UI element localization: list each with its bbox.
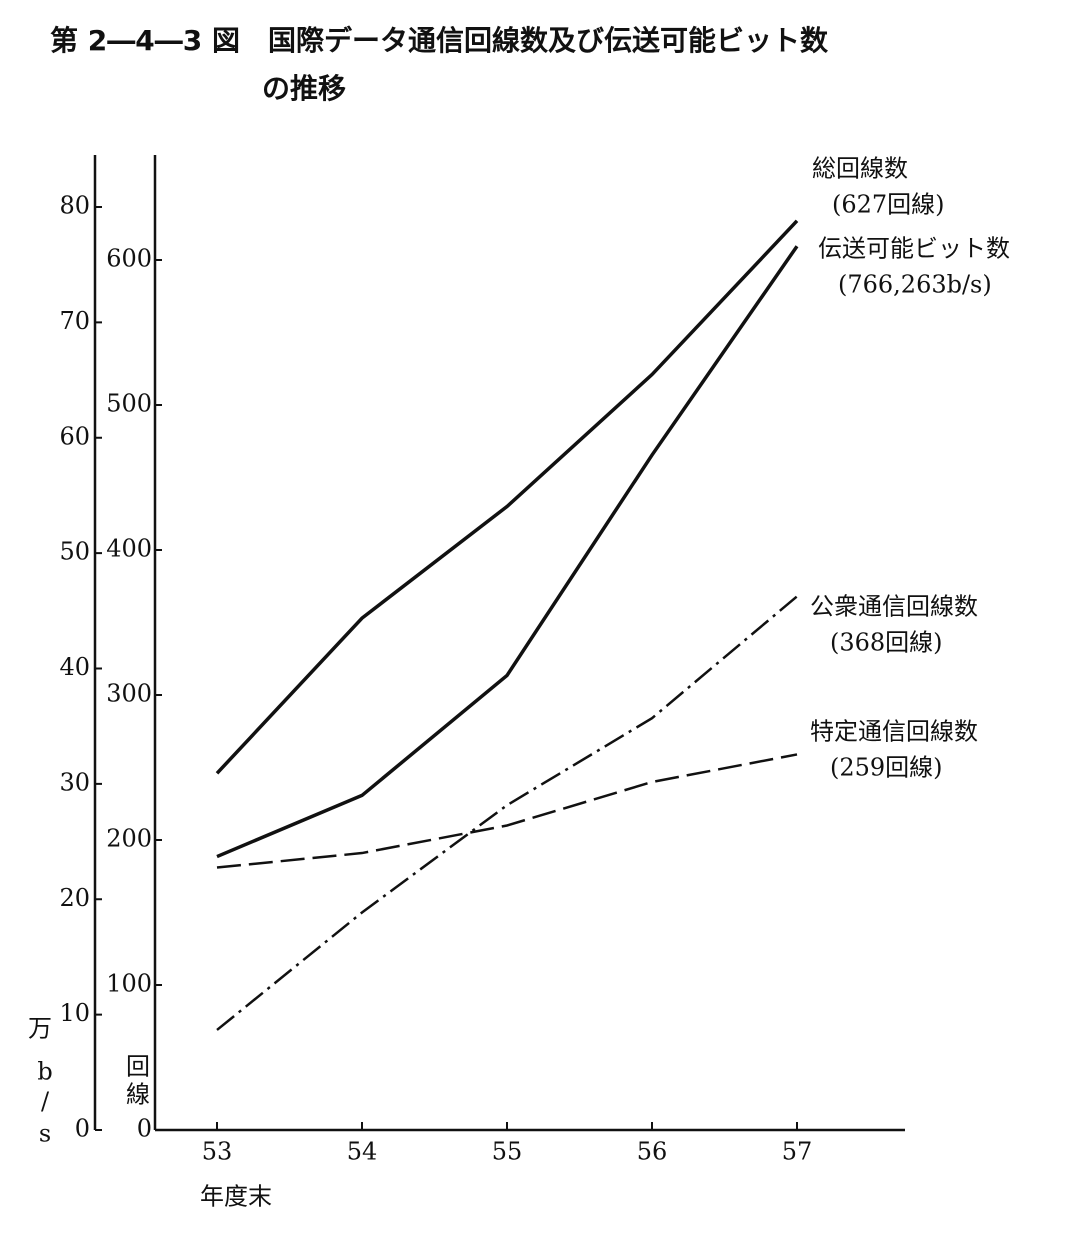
data-label: (766,263b/s): [838, 271, 992, 299]
x-tick-label: 57: [782, 1138, 813, 1166]
y-tick-label: 80: [59, 192, 90, 220]
y2-tick-label: 300: [106, 680, 152, 708]
y2-tick-label: 600: [106, 245, 152, 273]
y2-tick-label: 200: [106, 825, 152, 853]
y2-tick-label: 0: [137, 1115, 152, 1143]
data-label: (368回線): [830, 629, 943, 657]
series-label: 公衆通信回線数: [810, 593, 978, 621]
y2-axis-label: 線: [126, 1081, 150, 1109]
series-label: 伝送可能ビット数: [818, 235, 1010, 263]
y-axis-label: 万: [28, 1015, 52, 1043]
x-tick-label: 53: [202, 1138, 233, 1166]
y-tick-label: 10: [59, 999, 90, 1027]
y2-tick-label: 100: [106, 970, 152, 998]
series-label: 総回線数: [812, 155, 908, 183]
y2-tick-label: 500: [106, 390, 152, 418]
x-tick-label: 54: [347, 1138, 378, 1166]
series-line: [215, 219, 799, 775]
series-line: [216, 753, 798, 869]
y-axis-label: s: [39, 1120, 51, 1148]
y-tick-label: 50: [59, 538, 90, 566]
y-axis-label: /: [41, 1088, 50, 1116]
y-tick-label: 70: [59, 307, 90, 335]
y2-axis-label: 回: [126, 1053, 150, 1081]
data-label: (259回線): [830, 754, 943, 782]
series-line: [216, 595, 798, 1031]
y-tick-label: 40: [59, 653, 90, 681]
series-label: 特定通信回線数: [810, 718, 978, 746]
y-tick-label: 0: [75, 1115, 90, 1143]
x-tick-label: 55: [492, 1138, 523, 1166]
chart-title: 第 2―4―3 図 国際データ通信回線数及び伝送可能ビット数: [50, 24, 829, 57]
y-tick-label: 30: [59, 768, 90, 796]
x-tick-label: 56: [637, 1138, 668, 1166]
x-axis-label: 年度末: [200, 1183, 272, 1211]
data-label: (627回線): [832, 191, 945, 219]
y-axis-label: b: [37, 1058, 52, 1086]
series-line: [216, 245, 799, 859]
chart-title: の推移: [262, 72, 346, 105]
y-tick-label: 60: [59, 422, 90, 450]
y-tick-label: 20: [59, 884, 90, 912]
y2-tick-label: 400: [106, 535, 152, 563]
